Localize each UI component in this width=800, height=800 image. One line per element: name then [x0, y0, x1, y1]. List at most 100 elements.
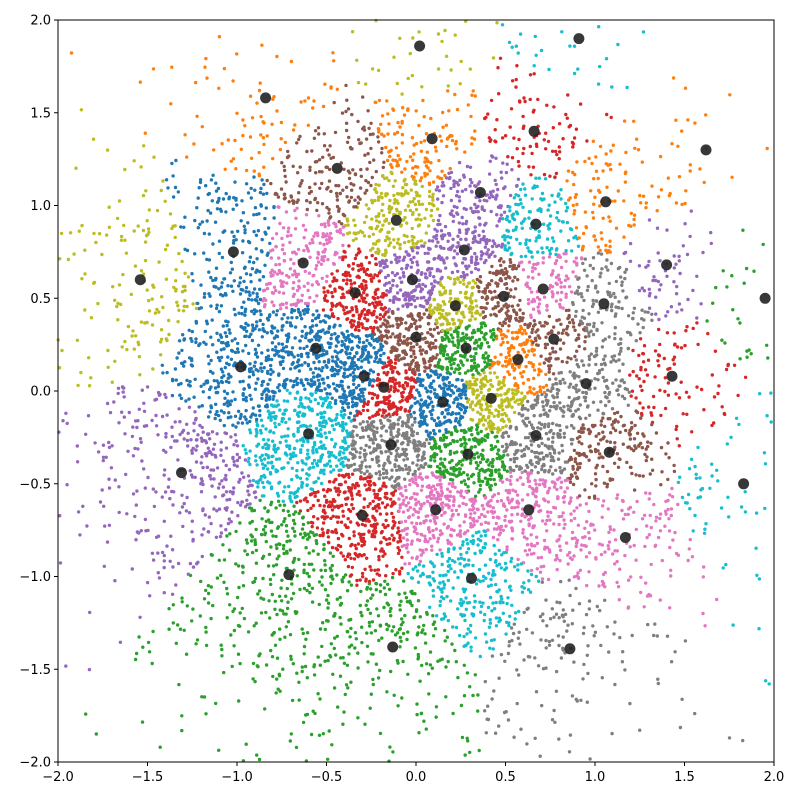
data-point [395, 284, 399, 288]
data-point [302, 644, 307, 649]
data-point [254, 495, 258, 500]
data-point [632, 223, 636, 227]
data-point [444, 695, 448, 699]
data-point [510, 156, 515, 160]
data-point [576, 407, 580, 411]
data-point [453, 249, 457, 253]
data-point [134, 419, 138, 423]
data-point [615, 388, 619, 393]
data-point [674, 427, 678, 432]
data-point [312, 136, 317, 140]
data-point [574, 192, 578, 197]
data-point [544, 395, 548, 399]
data-point [596, 82, 601, 86]
data-point [469, 260, 474, 265]
data-point [634, 558, 638, 562]
data-point [511, 228, 516, 233]
data-point [418, 521, 423, 526]
data-point [438, 581, 442, 585]
data-point [190, 272, 194, 276]
data-point [89, 376, 93, 380]
data-point [675, 437, 679, 441]
data-point [587, 156, 591, 161]
data-point [261, 445, 265, 450]
data-point [392, 693, 396, 697]
data-point [725, 442, 729, 446]
data-point [405, 159, 409, 164]
data-point [475, 451, 479, 455]
data-point [430, 666, 434, 670]
data-point [323, 446, 327, 451]
data-point [280, 271, 284, 275]
data-point [122, 223, 126, 228]
data-point [378, 330, 383, 334]
data-point [165, 544, 169, 548]
data-point [404, 495, 409, 500]
data-point [304, 213, 309, 217]
data-point [382, 586, 386, 590]
data-point [200, 220, 205, 224]
data-point [596, 442, 601, 446]
data-point [296, 307, 301, 312]
data-point [310, 562, 314, 566]
data-point [265, 393, 269, 397]
data-point [359, 610, 363, 615]
data-point [603, 354, 607, 358]
data-point [502, 375, 506, 380]
data-point [151, 629, 155, 634]
data-point [388, 609, 392, 614]
data-point [679, 346, 684, 350]
data-point [368, 368, 373, 372]
data-point [131, 329, 135, 333]
data-point [125, 347, 129, 352]
data-point [134, 538, 138, 542]
data-point [431, 484, 436, 488]
data-point [386, 158, 390, 163]
data-point [560, 443, 564, 448]
data-point [84, 432, 88, 436]
data-point [151, 67, 156, 71]
data-point [617, 369, 622, 373]
data-point [460, 378, 464, 382]
data-point [371, 276, 376, 280]
data-point [301, 720, 306, 725]
data-point [497, 472, 501, 476]
data-point [334, 528, 338, 532]
data-point [176, 320, 180, 324]
data-point [223, 331, 227, 335]
data-point [675, 284, 679, 289]
data-point [635, 431, 640, 435]
data-point [305, 477, 309, 481]
data-point [330, 545, 335, 550]
data-point [511, 336, 515, 340]
data-point [274, 506, 278, 510]
data-point [60, 348, 64, 353]
data-point [117, 510, 121, 515]
data-point [441, 194, 446, 198]
data-point [361, 394, 365, 398]
data-point [370, 217, 374, 221]
data-point [322, 472, 326, 476]
data-point [331, 672, 335, 676]
data-point [216, 486, 221, 490]
data-point [212, 148, 216, 152]
data-point [452, 400, 456, 405]
data-point [392, 201, 397, 205]
data-point [323, 431, 327, 435]
data-point [654, 515, 659, 519]
data-point [444, 54, 449, 58]
data-point [304, 637, 308, 641]
data-point [348, 509, 353, 513]
data-point [384, 537, 388, 542]
data-point [246, 297, 251, 301]
data-point [379, 451, 384, 455]
data-point [250, 550, 255, 555]
data-point [466, 627, 470, 631]
data-point [443, 415, 447, 419]
data-point [362, 220, 367, 225]
data-point [322, 542, 326, 547]
data-point [431, 577, 435, 581]
data-point [445, 366, 450, 371]
data-point [398, 157, 402, 161]
data-point [520, 454, 524, 458]
